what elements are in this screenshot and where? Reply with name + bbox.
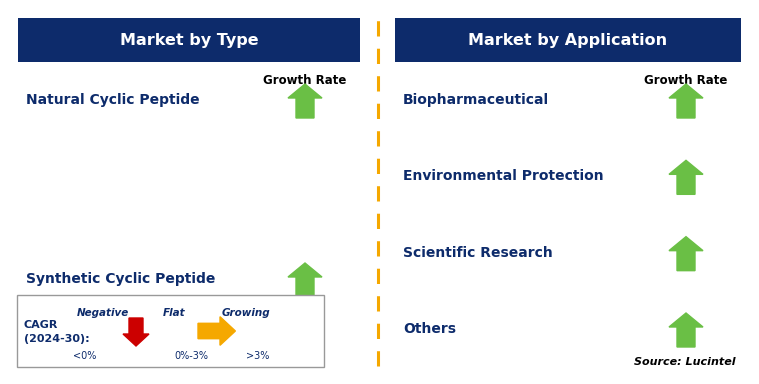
Text: Negative: Negative <box>77 308 129 318</box>
Bar <box>395 18 741 62</box>
Text: Market by Type: Market by Type <box>120 33 258 48</box>
Polygon shape <box>123 318 149 346</box>
Polygon shape <box>669 313 703 347</box>
Text: Biopharmaceutical: Biopharmaceutical <box>403 93 549 107</box>
Text: CAGR: CAGR <box>24 320 58 330</box>
Text: Scientific Research: Scientific Research <box>403 246 553 260</box>
Text: Growth Rate: Growth Rate <box>263 73 347 86</box>
Text: Growth Rate: Growth Rate <box>644 73 728 86</box>
Bar <box>18 18 360 62</box>
Text: Growing: Growing <box>222 308 270 318</box>
Polygon shape <box>288 84 322 118</box>
Polygon shape <box>669 84 703 118</box>
Polygon shape <box>669 237 703 271</box>
Polygon shape <box>287 331 313 356</box>
Text: >3%: >3% <box>247 351 269 361</box>
Polygon shape <box>198 317 235 345</box>
Text: (2024-30):: (2024-30): <box>24 334 90 344</box>
Polygon shape <box>669 161 703 194</box>
Text: Natural Cyclic Peptide: Natural Cyclic Peptide <box>26 93 200 107</box>
Text: Flat: Flat <box>162 308 185 318</box>
Text: 0%-3%: 0%-3% <box>174 351 208 361</box>
FancyBboxPatch shape <box>17 295 324 367</box>
Text: Market by Application: Market by Application <box>468 33 668 48</box>
Text: Others: Others <box>403 322 456 336</box>
Text: Environmental Protection: Environmental Protection <box>403 169 603 183</box>
Text: Source: Lucintel: Source: Lucintel <box>635 357 736 367</box>
Text: Synthetic Cyclic Peptide: Synthetic Cyclic Peptide <box>26 272 216 286</box>
Polygon shape <box>288 263 322 297</box>
Text: <0%: <0% <box>74 351 96 361</box>
